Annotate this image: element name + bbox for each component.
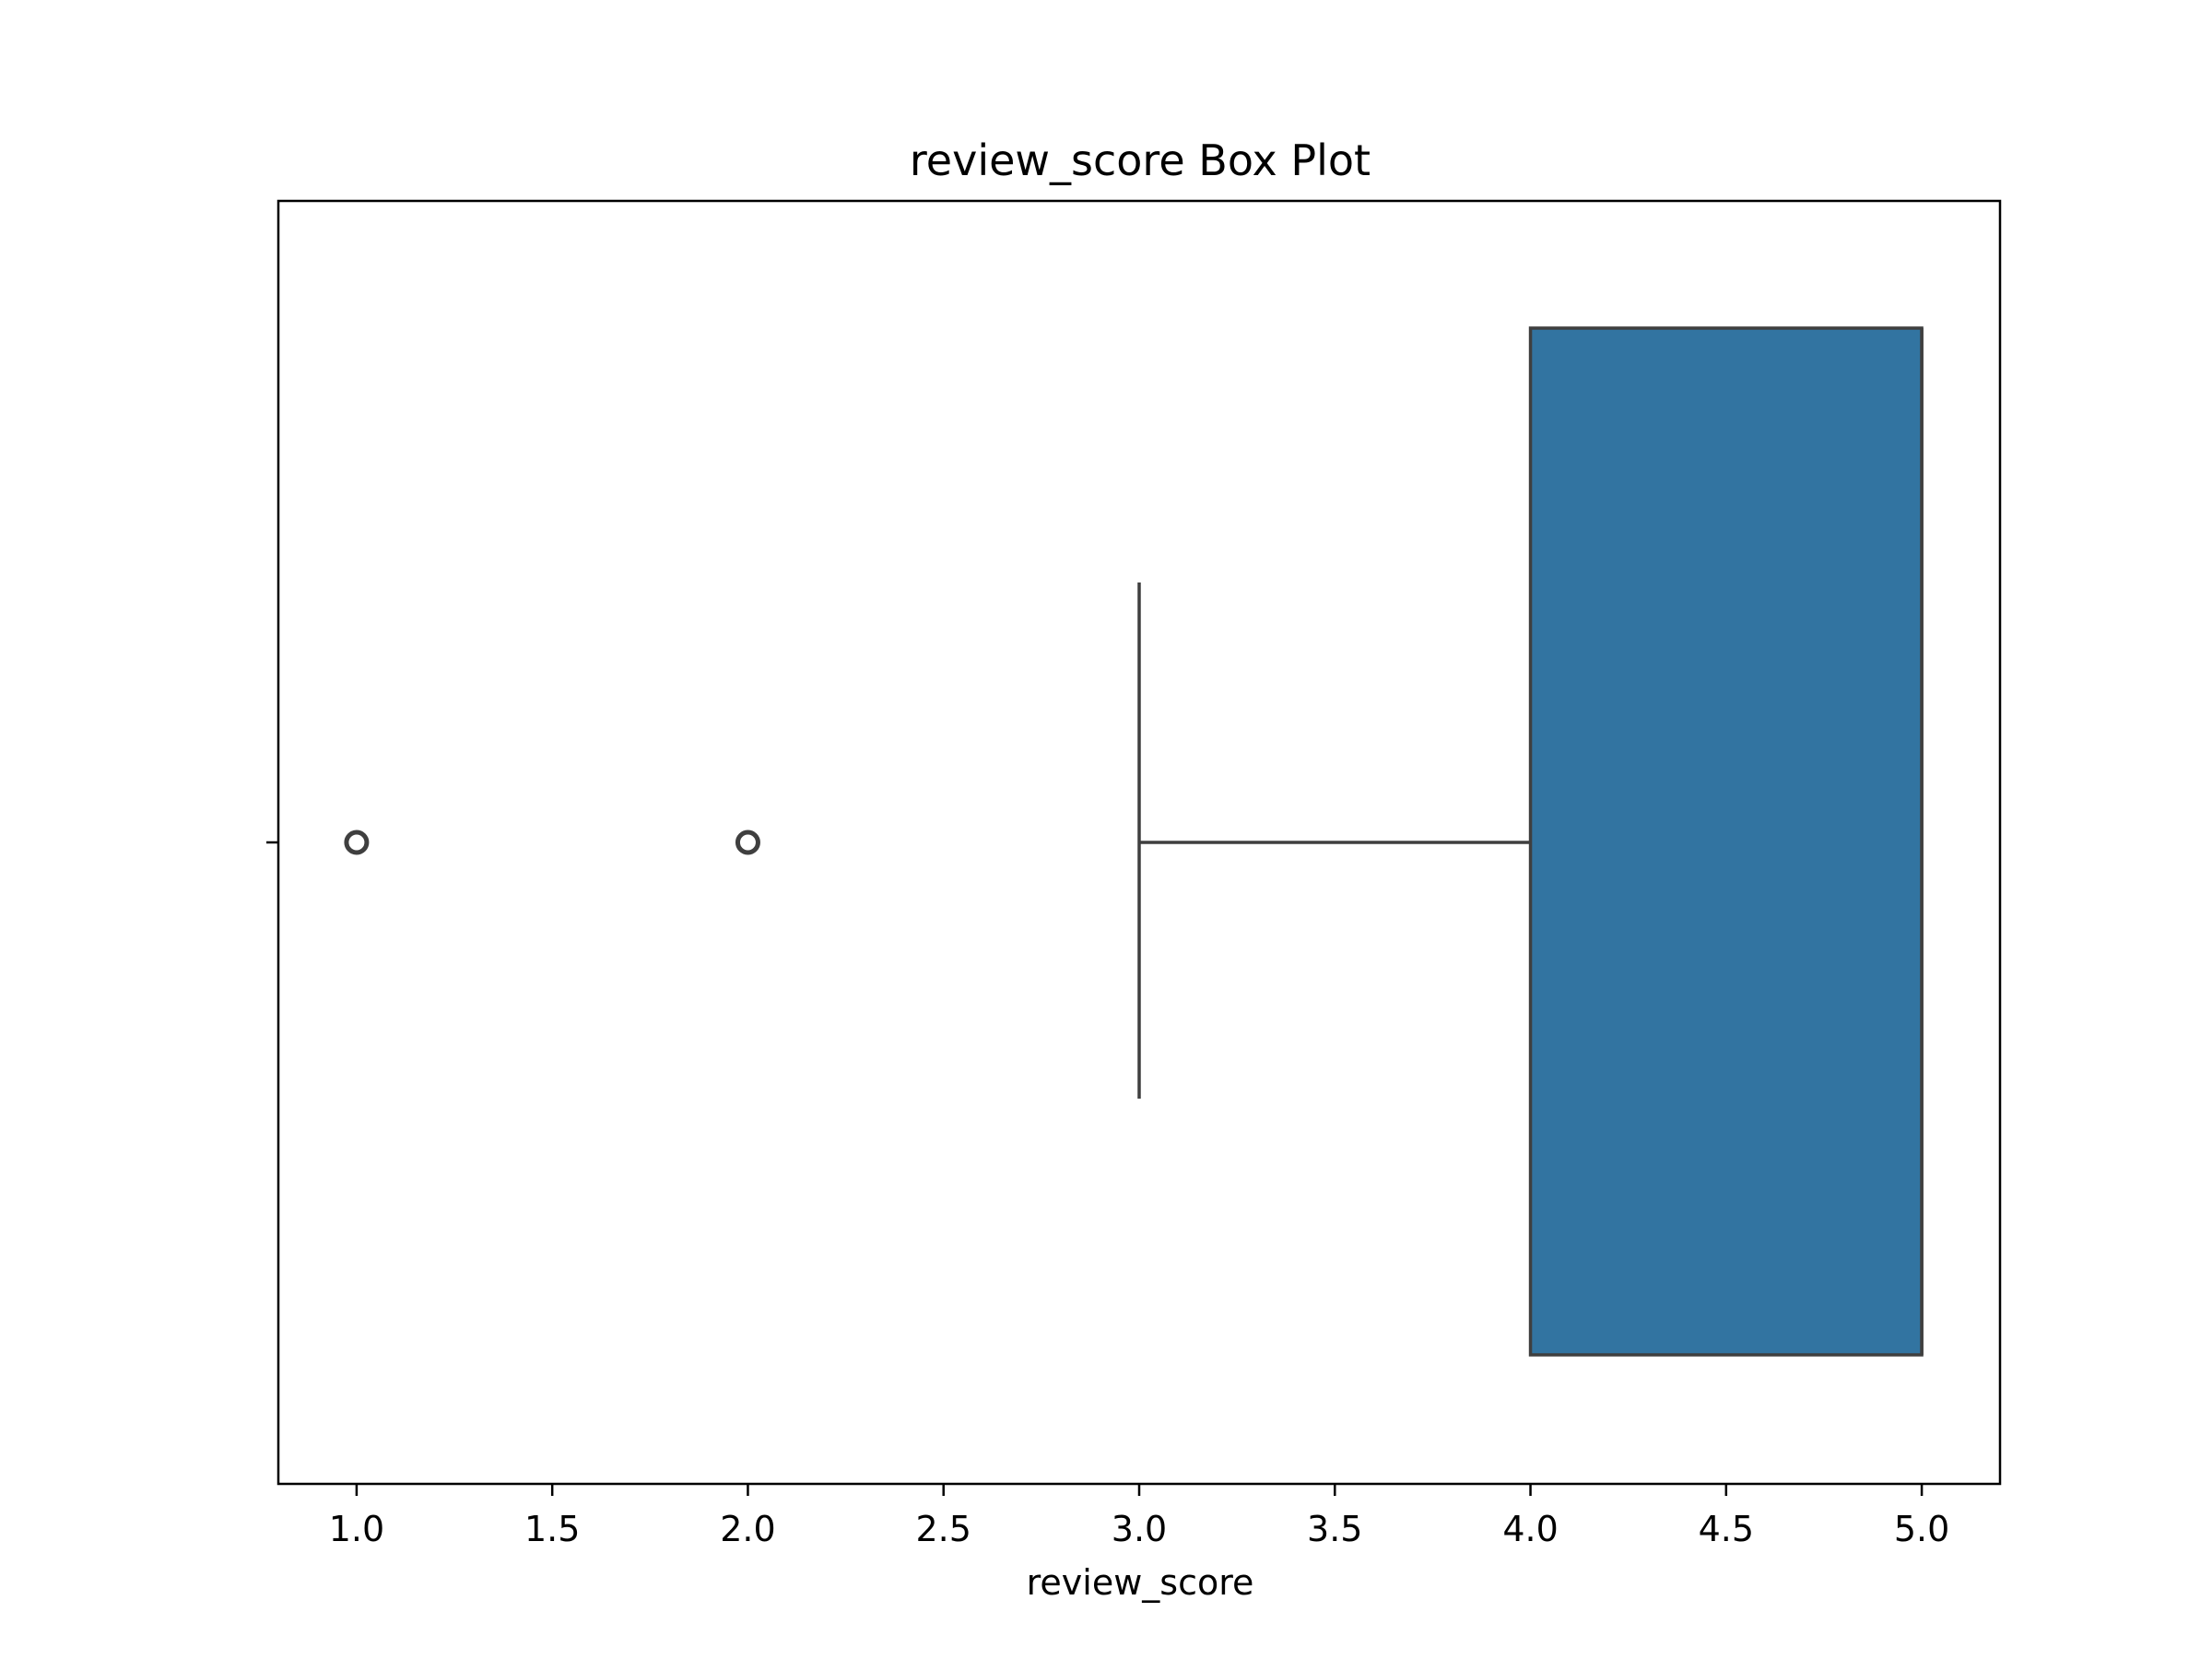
interquartile-box <box>1528 326 1924 1357</box>
outlier-point <box>735 830 760 855</box>
outlier-point <box>344 830 370 855</box>
x-tick-label: 1.0 <box>329 1509 384 1549</box>
x-tick-label: 2.5 <box>916 1509 971 1549</box>
x-tick-label: 5.0 <box>1894 1509 1949 1549</box>
x-tick-label: 2.0 <box>720 1509 775 1549</box>
x-tick-label: 3.0 <box>1112 1509 1167 1549</box>
x-tick-label: 4.5 <box>1699 1509 1754 1549</box>
x-axis: 1.0 1.5 2.0 2.5 3.0 3.5 4.0 4.5 5.0 <box>329 1484 1949 1549</box>
x-tick-label: 4.0 <box>1502 1509 1558 1549</box>
x-tick-label: 1.5 <box>524 1509 580 1549</box>
plot-layer <box>344 326 1924 1357</box>
chart-title: review_score Box Plot <box>910 135 1371 185</box>
x-tick-label: 3.5 <box>1307 1509 1362 1549</box>
x-axis-label: review_score <box>1027 1562 1254 1603</box>
